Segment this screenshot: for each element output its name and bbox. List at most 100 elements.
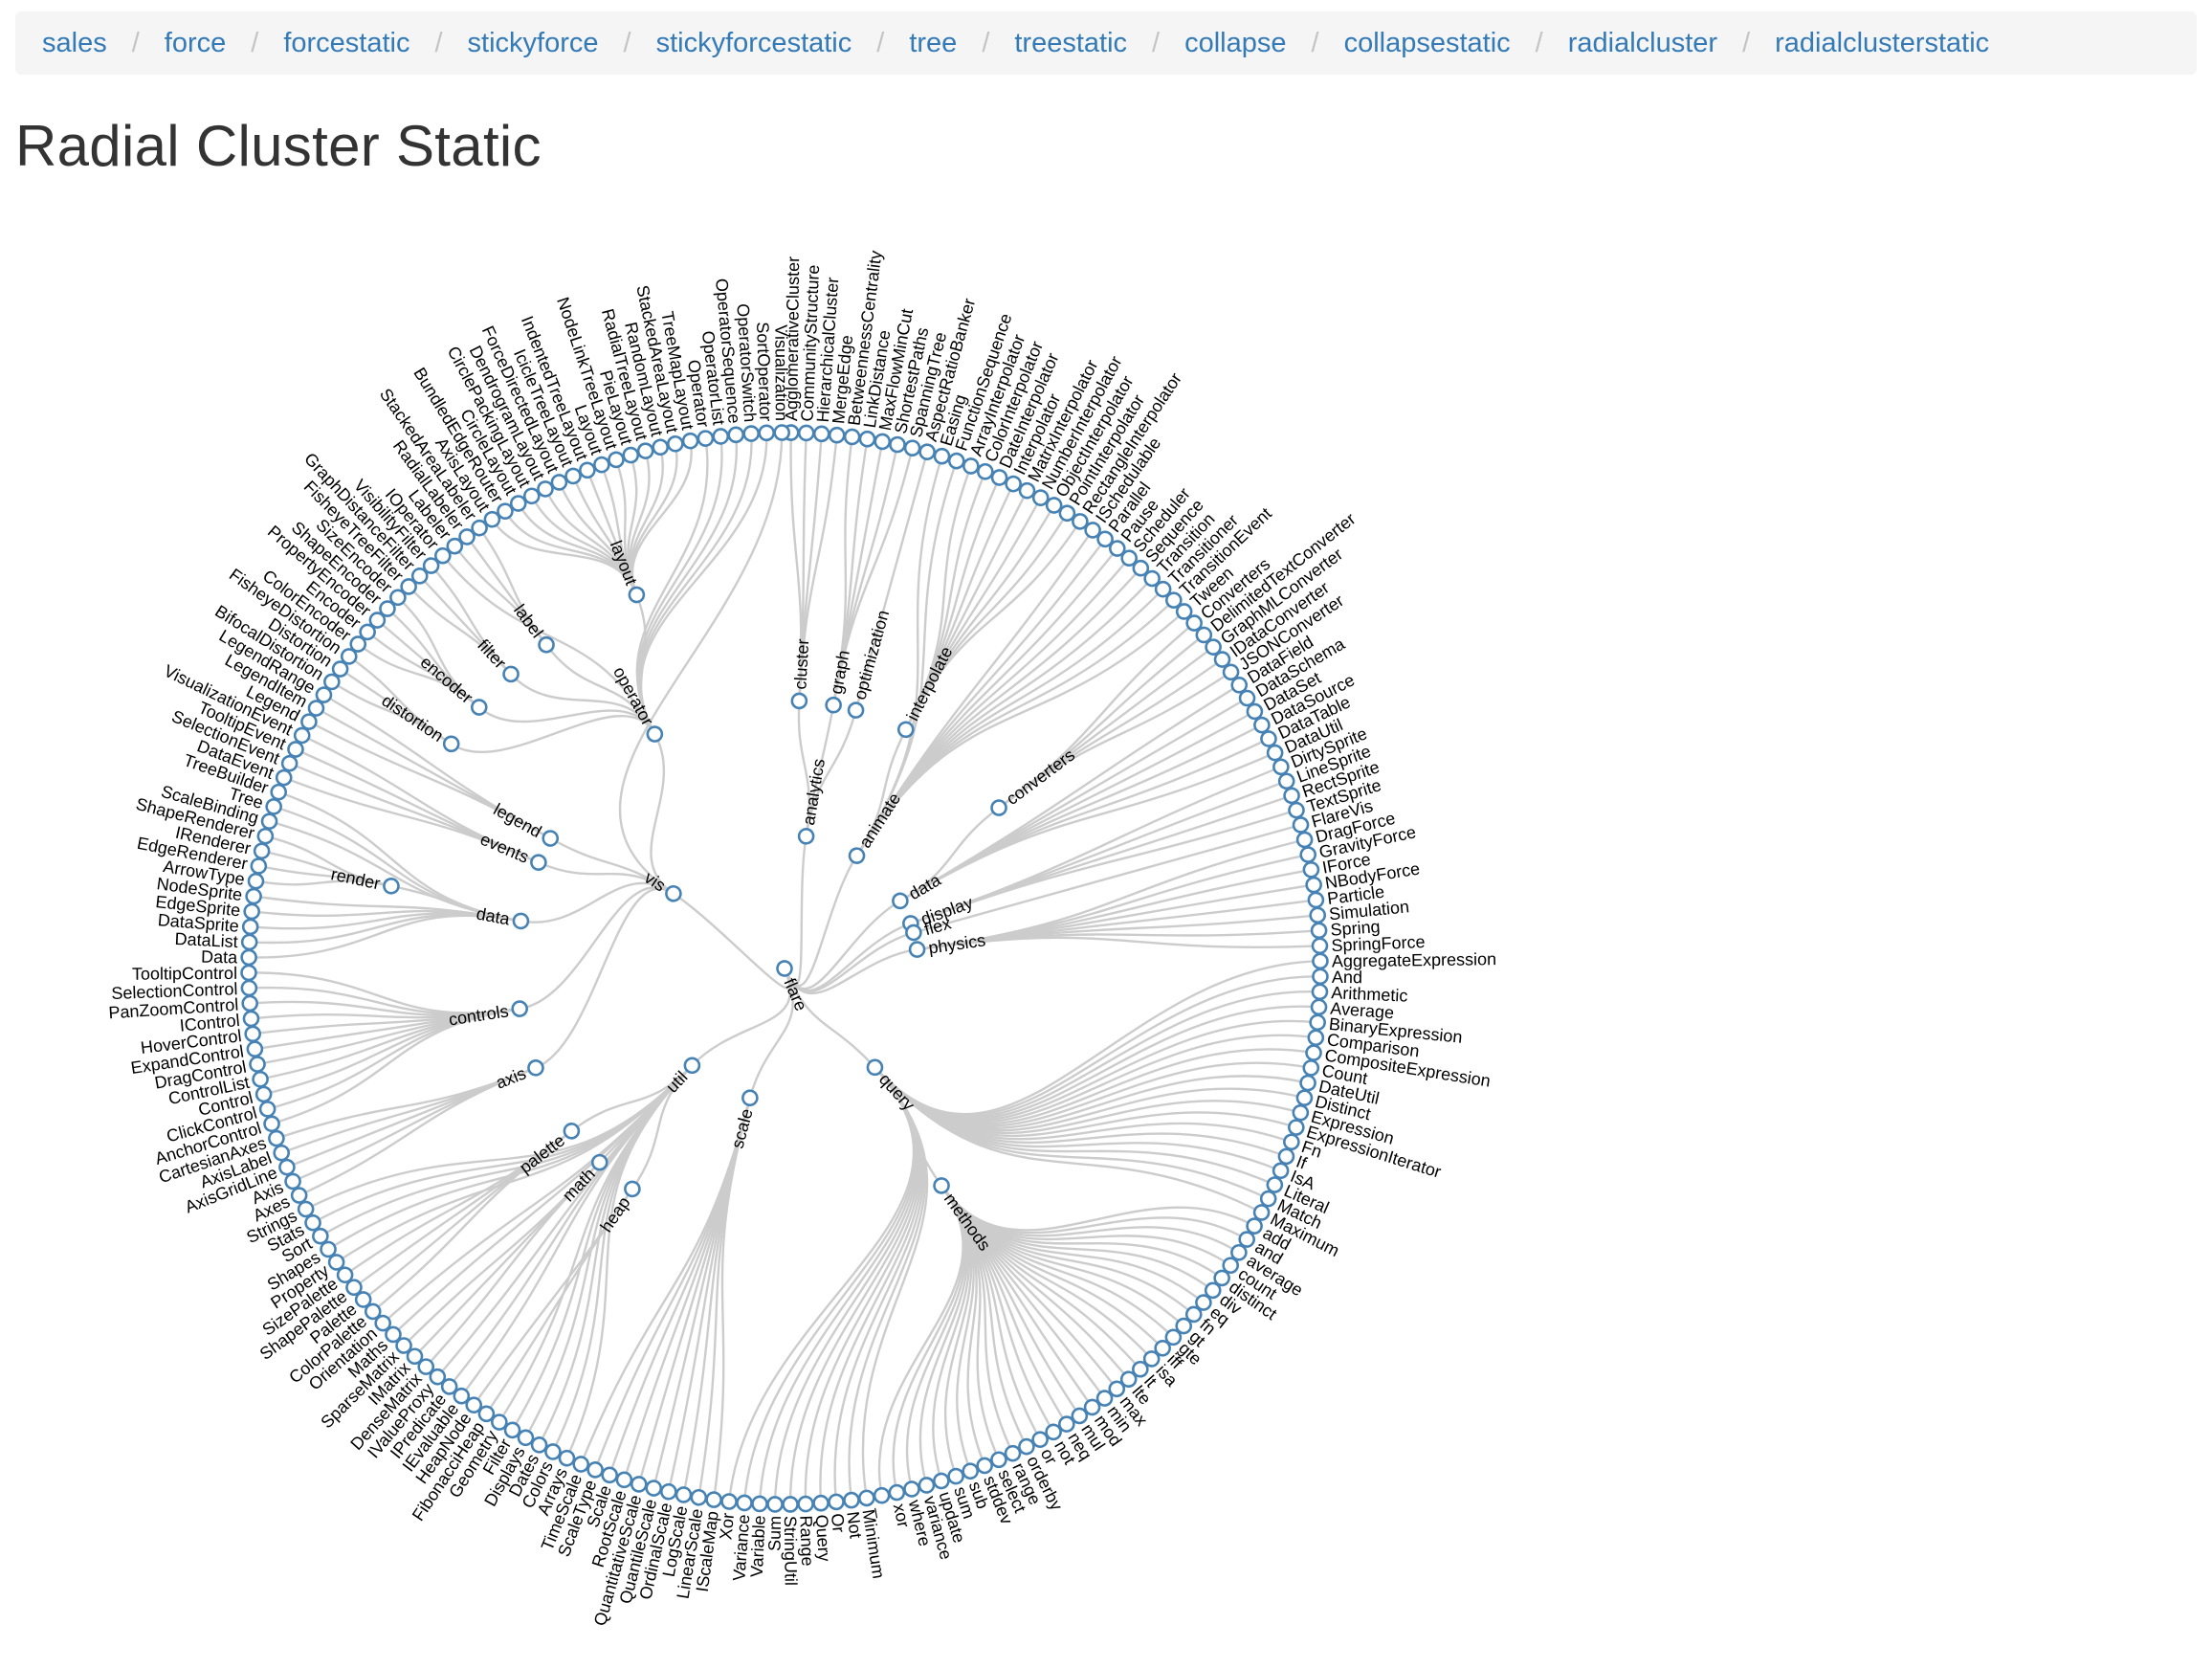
node-circle[interactable] [1295, 1089, 1314, 1106]
node-circle[interactable] [1310, 922, 1328, 940]
leaf-node-xor[interactable]: xor [886, 1483, 914, 1529]
node-circle[interactable] [245, 887, 262, 905]
node-circle[interactable] [240, 933, 258, 951]
leaf-node-data-list[interactable]: DataList [174, 929, 258, 952]
node-circle[interactable] [812, 1494, 830, 1512]
node-circle[interactable] [1292, 816, 1310, 834]
node-circle[interactable] [1311, 937, 1329, 955]
leaf-node-visualization[interactable]: Visualization [771, 324, 791, 441]
node-circle[interactable] [512, 912, 530, 930]
node-circle[interactable] [1295, 831, 1314, 849]
leaf-node-and[interactable]: And [1312, 968, 1362, 988]
node-circle[interactable] [562, 1121, 582, 1141]
node-circle[interactable] [526, 1058, 544, 1077]
group-node-analytics[interactable]: analytics [796, 757, 829, 845]
nav-link-treestatic[interactable]: treestatic [1014, 27, 1128, 58]
node-circle[interactable] [847, 701, 865, 719]
node-circle[interactable] [741, 1089, 759, 1107]
node-circle[interactable] [246, 1040, 264, 1058]
node-circle[interactable] [469, 697, 489, 717]
node-circle[interactable] [667, 434, 684, 453]
node-circle[interactable] [645, 724, 664, 744]
node-circle[interactable] [918, 443, 936, 461]
node-circle[interactable] [1287, 1119, 1305, 1137]
node-circle[interactable] [1302, 1059, 1320, 1077]
node-circle[interactable] [249, 1056, 266, 1073]
node-circle[interactable] [250, 857, 268, 875]
node-circle[interactable] [258, 1101, 276, 1118]
node-circle[interactable] [243, 902, 260, 921]
node-circle[interactable] [1299, 846, 1317, 863]
leaf-node-icontrol[interactable]: IControl [179, 1009, 260, 1035]
node-circle[interactable] [758, 424, 775, 442]
nav-link-stickyforce[interactable]: stickyforce [467, 27, 599, 58]
node-circle[interactable] [252, 1070, 269, 1088]
node-circle[interactable] [663, 883, 683, 903]
node-circle[interactable] [751, 1495, 768, 1513]
group-node-animate[interactable]: animate [845, 790, 904, 867]
node-circle[interactable] [775, 959, 794, 978]
leaf-node-axis[interactable]: Axis [249, 1170, 303, 1209]
group-node-encoder[interactable]: encoder [417, 653, 491, 720]
node-circle[interactable] [865, 1057, 885, 1078]
node-circle[interactable] [828, 426, 846, 444]
node-circle[interactable] [1312, 952, 1329, 970]
node-circle[interactable] [441, 734, 461, 754]
nav-link-stickyforcestatic[interactable]: stickyforcestatic [655, 27, 852, 58]
node-circle[interactable] [896, 720, 916, 739]
leaf-node-variance[interactable]: Variance [729, 1494, 755, 1582]
node-circle[interactable] [712, 428, 730, 445]
leaf-node-tooltip-control[interactable]: TooltipControl [132, 964, 257, 984]
group-node-math[interactable]: math [559, 1150, 612, 1205]
node-circle[interactable] [889, 435, 906, 454]
node-circle[interactable] [1309, 906, 1327, 924]
node-circle[interactable] [1307, 891, 1325, 909]
node-circle[interactable] [244, 1025, 261, 1043]
node-circle[interactable] [858, 1489, 875, 1507]
group-node-label[interactable]: label [510, 601, 558, 656]
group-node-vis[interactable]: vis [641, 868, 685, 906]
nav-link-forcestatic[interactable]: forcestatic [283, 27, 410, 58]
node-circle[interactable] [825, 696, 842, 714]
node-circle[interactable] [240, 964, 257, 982]
group-node-scale[interactable]: scale [728, 1089, 762, 1151]
node-circle[interactable] [742, 425, 760, 442]
node-circle[interactable] [989, 798, 1009, 818]
leaf-node-edge-sprite[interactable]: EdgeSprite [155, 892, 260, 922]
node-circle[interactable] [903, 439, 921, 456]
nav-link-collapsestatic[interactable]: collapsestatic [1343, 27, 1511, 58]
node-circle[interactable] [1288, 801, 1306, 819]
node-circle[interactable] [843, 1491, 860, 1509]
node-circle[interactable] [240, 948, 257, 967]
leaf-node-selection-control[interactable]: SelectionControl [111, 978, 258, 1003]
node-circle[interactable] [903, 1480, 920, 1498]
node-circle[interactable] [1302, 860, 1320, 879]
node-circle[interactable] [933, 447, 951, 465]
group-node-data[interactable]: data [475, 904, 530, 932]
node-circle[interactable] [645, 1480, 663, 1497]
node-circle[interactable] [1307, 1029, 1325, 1047]
node-circle[interactable] [500, 664, 520, 684]
nav-link-tree[interactable]: tree [909, 27, 958, 58]
node-circle[interactable] [1309, 1013, 1326, 1032]
node-circle[interactable] [888, 1483, 906, 1502]
node-circle[interactable] [682, 1056, 702, 1076]
node-circle[interactable] [847, 846, 867, 866]
group-node-layout[interactable]: layout [607, 538, 648, 605]
node-circle[interactable] [790, 692, 808, 710]
node-circle[interactable] [242, 1010, 260, 1028]
node-circle[interactable] [675, 1486, 693, 1503]
nav-link-radialcluster[interactable]: radialcluster [1567, 27, 1718, 58]
node-circle[interactable] [241, 994, 258, 1013]
node-circle[interactable] [630, 1476, 649, 1494]
leaf-node-not[interactable]: Not [841, 1491, 866, 1540]
node-circle[interactable] [622, 1179, 642, 1199]
group-node-axis[interactable]: axis [493, 1057, 545, 1093]
node-circle[interactable] [873, 1486, 891, 1504]
node-circle[interactable] [1305, 876, 1322, 894]
node-circle[interactable] [537, 634, 557, 655]
node-circle[interactable] [256, 827, 275, 845]
node-circle[interactable] [1305, 1044, 1322, 1061]
leaf-node-sum[interactable]: Sum [764, 1496, 785, 1551]
node-circle[interactable] [541, 829, 560, 848]
